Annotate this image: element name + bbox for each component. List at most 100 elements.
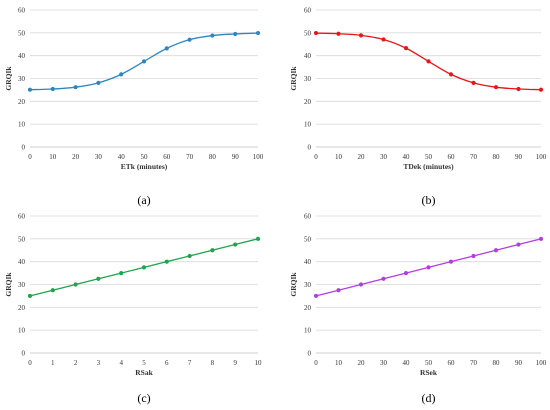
- chart-panel: 0 10 20 30 40 50 60 0 1 2 3 4 5 6 7 8 9 10 RSak GRQIk (c): [4, 213, 262, 406]
- data-point: [471, 80, 476, 85]
- x-tick-label: 8: [211, 359, 215, 367]
- x-tick-label: 60: [448, 359, 456, 367]
- x-tick-label: 5: [142, 359, 146, 367]
- data-point: [255, 236, 261, 241]
- data-point: [538, 236, 544, 241]
- data-point: [381, 37, 386, 42]
- data-point: [164, 46, 169, 51]
- x-tick-label: 60: [448, 153, 456, 161]
- x-tick-label: 10: [49, 153, 57, 161]
- y-axis-label: GRQIk: [4, 66, 13, 91]
- data-point: [403, 270, 409, 276]
- x-tick-label: 1: [51, 359, 55, 367]
- y-tick-label: 60: [18, 7, 26, 15]
- y-tick-label: 30: [18, 75, 26, 83]
- x-tick-label: 9: [233, 359, 237, 367]
- y-tick-label: 0: [22, 144, 26, 152]
- x-tick-label: 30: [95, 153, 103, 161]
- data-point: [358, 33, 364, 38]
- x-tick-label: 70: [470, 153, 478, 161]
- y-tick-label: 20: [304, 98, 312, 106]
- x-tick-label: 90: [515, 359, 523, 367]
- x-axis-label: RSek: [420, 368, 438, 377]
- data-point: [493, 248, 499, 253]
- x-tick-label: 40: [118, 153, 126, 161]
- data-point: [516, 86, 521, 92]
- y-tick-label: 40: [304, 258, 312, 266]
- x-tick-label: 20: [358, 153, 366, 161]
- y-tick-label: 20: [18, 98, 26, 106]
- y-axis-label: GRQIk: [4, 272, 13, 297]
- x-axis-label: ETk (minutes): [121, 162, 168, 171]
- y-tick-label: 50: [18, 29, 26, 37]
- data-point: [27, 293, 33, 299]
- chart-panel: 0 10 20 30 40 50 60 0 10 20 30 40 50 60 70 80 90 100 ETk (…: [4, 7, 264, 208]
- x-tick-label: 7: [188, 359, 192, 367]
- data-point: [336, 288, 341, 293]
- x-tick-label: 90: [232, 153, 240, 161]
- chart-panel: 0 10 20 30 40 50 60 0 10 20 30 40 50 60 70 80 90 100 RSek G…: [289, 213, 547, 406]
- x-tick-label: 10: [255, 359, 263, 367]
- data-point: [313, 30, 319, 36]
- x-tick-label: 50: [425, 153, 433, 161]
- x-tick-label: 80: [209, 153, 217, 161]
- x-tick-label: 0: [314, 153, 318, 161]
- x-tick-label: 0: [28, 153, 32, 161]
- data-point: [187, 37, 192, 42]
- y-tick-label: 40: [304, 52, 312, 60]
- data-point: [210, 33, 215, 38]
- panel-caption: (c): [137, 391, 150, 405]
- data-point: [426, 59, 431, 64]
- x-tick-label: 70: [186, 153, 194, 161]
- y-tick-label: 0: [308, 350, 312, 358]
- x-tick-label: 100: [536, 153, 547, 161]
- y-tick-label: 60: [304, 7, 312, 15]
- data-point: [210, 248, 215, 253]
- x-tick-label: 30: [380, 153, 388, 161]
- x-tick-label: 90: [515, 153, 523, 161]
- data-point: [187, 253, 192, 259]
- x-tick-label: 70: [470, 359, 478, 367]
- x-tick-label: 80: [493, 359, 501, 367]
- x-tick-label: 10: [335, 153, 343, 161]
- y-axis-label: GRQIk: [289, 272, 298, 297]
- data-point: [50, 288, 55, 293]
- data-point: [96, 80, 101, 85]
- x-tick-label: 40: [403, 153, 411, 161]
- data-point: [141, 59, 147, 64]
- y-tick-label: 60: [18, 213, 26, 221]
- data-point: [313, 293, 319, 299]
- data-point: [27, 87, 33, 92]
- x-axis-label: TDek (minutes): [403, 162, 454, 171]
- x-tick-label: 0: [28, 359, 32, 367]
- data-point: [141, 265, 147, 270]
- panel-caption: (b): [422, 193, 436, 207]
- data-point: [255, 30, 261, 36]
- data-point: [448, 72, 454, 77]
- data-point: [96, 276, 101, 281]
- x-axis-label: RSak: [135, 368, 153, 377]
- data-point: [426, 265, 431, 270]
- x-tick-label: 20: [358, 359, 366, 367]
- y-axis-label: GRQIk: [289, 66, 298, 91]
- data-point: [233, 31, 238, 37]
- x-tick-label: 40: [403, 359, 411, 367]
- data-point: [164, 259, 169, 264]
- y-tick-label: 50: [304, 29, 312, 37]
- data-point: [358, 282, 364, 287]
- y-tick-label: 10: [18, 327, 26, 335]
- data-point: [403, 46, 409, 51]
- y-tick-label: 40: [18, 52, 26, 60]
- x-tick-label: 3: [97, 359, 101, 367]
- data-point: [381, 276, 386, 281]
- x-tick-label: 100: [253, 153, 264, 161]
- x-tick-label: 4: [119, 359, 123, 367]
- data-point: [538, 87, 544, 92]
- x-tick-label: 20: [72, 153, 80, 161]
- x-tick-label: 80: [493, 153, 501, 161]
- data-point: [448, 259, 454, 264]
- data-point: [516, 242, 521, 247]
- y-tick-label: 40: [18, 258, 26, 266]
- y-tick-label: 10: [18, 121, 26, 129]
